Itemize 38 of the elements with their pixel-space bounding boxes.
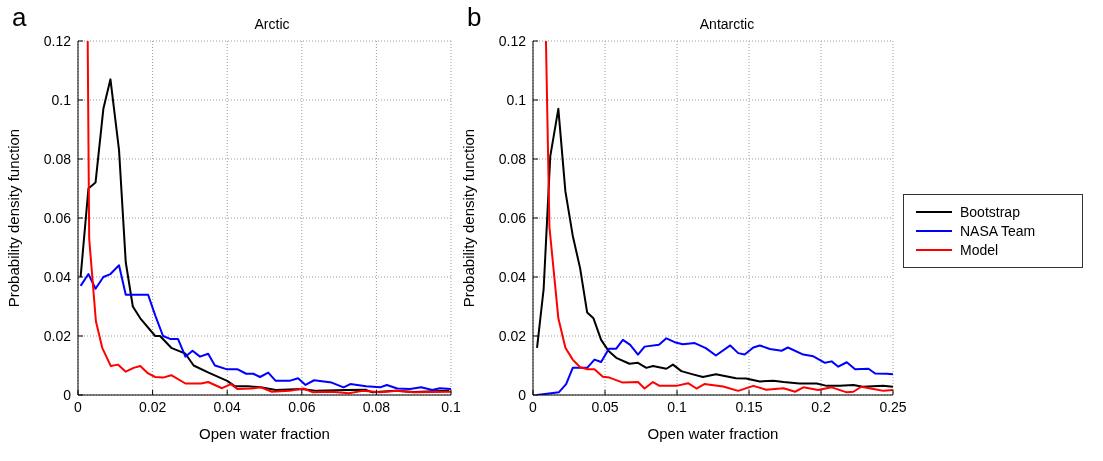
y-tick-label: 0.06 xyxy=(43,209,72,226)
x-tick-label: 0.02 xyxy=(138,398,167,415)
x-tick-label: 0.1 xyxy=(667,398,687,415)
x-axis-title: Open water fraction xyxy=(647,425,779,442)
y-tick-label: 0.02 xyxy=(43,327,72,344)
x-tick-label: 0.08 xyxy=(362,398,391,415)
legend-label: NASA Team xyxy=(960,222,1036,239)
chart-title: Antarctic xyxy=(698,16,756,32)
legend-label: Bootstrap xyxy=(960,203,1020,220)
y-tick-label: 0.12 xyxy=(498,32,527,49)
text: b xyxy=(467,2,482,33)
x-tick-label: 0.2 xyxy=(811,398,831,415)
x-tick-label: 0.15 xyxy=(735,398,763,415)
y-tick-label: 0.1 xyxy=(51,91,72,108)
y-tick-label: 0.06 xyxy=(498,209,527,226)
x-tick-label: 0 xyxy=(529,398,538,415)
x-tick-label: 0.06 xyxy=(288,398,316,415)
legend-label: Model xyxy=(960,241,999,258)
y-axis-title: Probability density function xyxy=(5,128,23,308)
chart-title: Arctic xyxy=(253,16,291,32)
y-tick-label: 0.08 xyxy=(498,150,527,167)
x-tick-label: 0 xyxy=(74,398,83,415)
y-tick-label: 0.1 xyxy=(506,91,527,108)
y-tick-label: 0.12 xyxy=(43,32,72,49)
x-tick-label: 0.04 xyxy=(213,398,242,415)
y-tick-label: 0.04 xyxy=(43,268,72,285)
x-tick-label: 0.25 xyxy=(879,398,907,415)
line-series xyxy=(79,264,451,391)
y-tick-label: 0 xyxy=(63,386,72,403)
text: a xyxy=(12,2,27,33)
x-tick-label: 0.1 xyxy=(441,398,461,415)
y-tick-label: 0.04 xyxy=(498,268,527,285)
x-tick-label: 0.05 xyxy=(591,398,619,415)
x-axis-title: Open water fraction xyxy=(199,425,330,442)
y-tick-label: 0.02 xyxy=(498,327,527,344)
y-tick-label: 0 xyxy=(518,386,527,403)
y-axis-title: Probability density function xyxy=(460,128,478,308)
y-tick-label: 0.08 xyxy=(43,150,72,167)
